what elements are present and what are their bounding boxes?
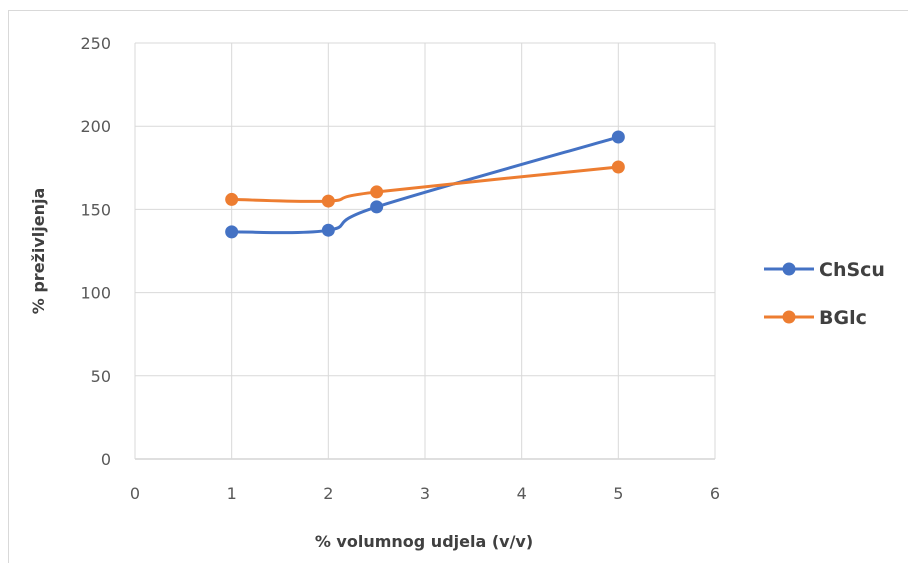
data-point-bglc [370, 185, 384, 199]
data-point-bglc [611, 160, 625, 174]
data-point-chscu [321, 223, 335, 237]
x-tick-label: 1 [227, 484, 237, 503]
series-line-chscu [230, 135, 620, 235]
y-axis-title: % preživljenja [29, 188, 48, 315]
gridlines [134, 42, 716, 460]
series-lines [230, 135, 620, 235]
y-tick-label: 250 [80, 34, 111, 53]
x-tick-label: 3 [420, 484, 430, 503]
y-tick-label: 150 [80, 200, 111, 219]
data-point-chscu [370, 200, 384, 214]
data-point-bglc [321, 194, 335, 208]
data-point-bglc [225, 192, 239, 206]
x-tick-label: 2 [323, 484, 333, 503]
y-tick-label: 50 [91, 367, 111, 386]
legend: ChScu BGlc [764, 259, 885, 329]
legend-marker-bglc [782, 310, 796, 324]
series-points [225, 130, 625, 239]
legend-label-bglc: BGlc [819, 307, 867, 329]
x-tick-label: 5 [613, 484, 623, 503]
y-tick-label: 200 [80, 117, 111, 136]
legend-marker-chscu [782, 262, 796, 276]
x-tick-label: 0 [130, 484, 140, 503]
y-tick-label: 0 [101, 450, 111, 469]
x-tick-label: 4 [517, 484, 527, 503]
data-point-chscu [225, 225, 239, 239]
data-point-chscu [611, 130, 625, 144]
y-tick-label: 100 [80, 284, 111, 303]
legend-label-chscu: ChScu [819, 259, 885, 281]
series-line-bglc [230, 165, 620, 203]
tick-labels: 0 50 100 150 200 250 0 1 2 3 4 5 6 [80, 34, 720, 503]
x-tick-label: 6 [710, 484, 720, 503]
chart-frame [8, 10, 908, 563]
x-axis-title: % volumnog udjela (v/v) [315, 532, 533, 551]
